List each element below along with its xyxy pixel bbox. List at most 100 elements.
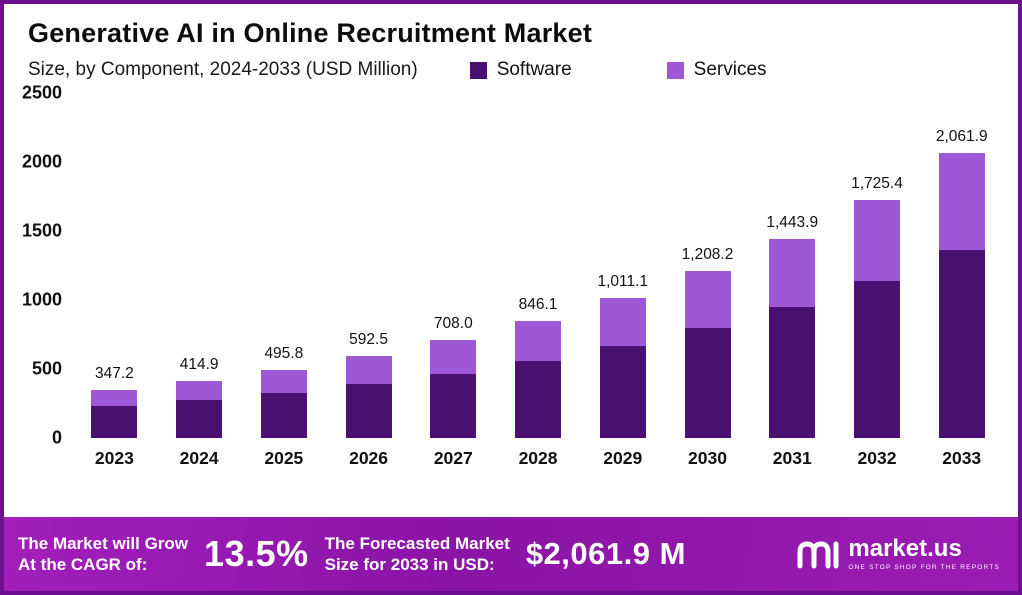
forecast-label: The Forecasted Market Size for 2033 in U…: [325, 533, 510, 576]
bar-group-2028: 846.1 2028: [496, 93, 581, 469]
bar-group-2024: 414.9 2024: [157, 93, 242, 469]
services-bar-segment-2032: [853, 199, 900, 281]
x-axis-label-2026: 2026: [349, 448, 389, 468]
y-axis: 0 500 1000 1500 2000 2500: [14, 83, 72, 448]
market-us-logo-icon: [797, 541, 839, 569]
legend-item-software: Software: [469, 59, 572, 81]
x-axis-label-2031: 2031: [772, 448, 812, 468]
bar-group-2029: 1,011.1 2029: [580, 93, 665, 469]
software-bar-segment-2024: [176, 400, 223, 438]
bar-total-label-2032: 1,725.4: [851, 174, 903, 192]
chart-area: 0 500 1000 1500 2000 2500 347.2 2023 414.9 2024 4…: [4, 81, 1018, 469]
bar-total-label-2033: 2,061.9: [935, 128, 988, 146]
bar-stack-2024: 414.9: [157, 93, 242, 438]
bar-group-2023: 347.2 2023: [72, 93, 157, 469]
x-axis-label-2027: 2027: [433, 448, 473, 468]
bar-group-2030: 1,208.2 2030: [665, 93, 750, 469]
chart-header: Generative AI in Online Recruitment Mark…: [4, 4, 1018, 81]
forecast-value: $2,061.9 M: [525, 536, 686, 571]
chart-subtitle: Size, by Component, 2024-2033 (USD Milli…: [28, 59, 418, 80]
bar-stack-2025: 495.8: [241, 93, 326, 438]
bar-stack-2031: 1,443.9: [750, 93, 835, 438]
bar-total-label-2028: 846.1: [518, 296, 558, 314]
bar-total-label-2025: 495.8: [264, 344, 304, 362]
bar-stack-2026: 592.5: [326, 93, 411, 438]
services-bar-segment-2028: [515, 321, 562, 361]
y-axis-tick-2000: 2000: [21, 151, 62, 172]
cagr-label-line1: The Market will Grow: [18, 533, 189, 553]
y-axis-tick-1500: 1500: [21, 220, 62, 241]
bar-stack-2027: 708.0: [411, 93, 496, 438]
x-axis-label-2028: 2028: [518, 448, 558, 468]
bar-group-2031: 1,443.9 2031: [750, 93, 835, 469]
chart-legend: Software Services: [469, 59, 767, 81]
software-bar-segment-2032: [853, 280, 900, 438]
services-bar-segment-2029: [599, 298, 646, 346]
bar-group-2033: 2,061.9 2033: [919, 93, 1004, 469]
brand-logo: market.us ONE STOP SHOP FOR THE REPORTS: [796, 537, 1004, 571]
bar-stack-2032: 1,725.4: [835, 93, 920, 438]
legend-label: Software: [496, 59, 572, 80]
forecast-label-line2: Size for 2033 in USD:: [324, 555, 495, 574]
cagr-label: The Market will Grow At the CAGR of:: [18, 533, 188, 576]
bar-total-label-2029: 1,011.1: [597, 273, 649, 291]
brand-text-block: market.us ONE STOP SHOP FOR THE REPORTS: [848, 535, 1000, 572]
y-axis-tick-500: 500: [31, 358, 62, 379]
bar-total-label-2024: 414.9: [179, 355, 219, 373]
page-title: Generative AI in Online Recruitment Mark…: [28, 18, 593, 48]
brand-tagline: ONE STOP SHOP FOR THE REPORTS: [848, 564, 1000, 571]
bar-total-label-2031: 1,443.9: [766, 213, 819, 231]
bar-group-2026: 592.5 2026: [326, 93, 411, 469]
bar-total-label-2023: 347.2: [94, 365, 134, 383]
bar-total-label-2027: 708.0: [433, 315, 473, 333]
software-bar-segment-2031: [769, 306, 816, 438]
bar-stack-2029: 1,011.1: [580, 93, 665, 438]
bar-group-2027: 708.0 2027: [411, 93, 496, 469]
software-bar-segment-2023: [91, 406, 138, 438]
cagr-label-line2: At the CAGR of:: [18, 555, 148, 574]
legend-item-services: Services: [666, 59, 767, 81]
y-axis-tick-0: 0: [51, 427, 62, 448]
bar-group-2025: 495.8 2025: [241, 93, 326, 469]
bar-total-label-2026: 592.5: [349, 331, 388, 349]
software-bar-segment-2027: [430, 373, 477, 438]
y-axis-tick-2500: 2500: [21, 82, 62, 103]
y-axis-tick-1000: 1000: [21, 289, 62, 310]
services-bar-segment-2026: [345, 356, 392, 385]
bar-stack-2028: 846.1: [496, 93, 581, 438]
software-bar-segment-2026: [345, 384, 392, 438]
software-bar-segment-2029: [599, 345, 646, 438]
services-bar-segment-2033: [938, 153, 985, 251]
brand-name: market.us: [848, 535, 962, 562]
services-bar-segment-2030: [684, 271, 731, 328]
bar-stack-2033: 2,061.9: [919, 93, 1004, 438]
services-bar-segment-2025: [260, 369, 307, 393]
subtitle-row: Size, by Component, 2024-2033 (USD Milli…: [28, 59, 992, 81]
x-axis-label-2025: 2025: [264, 448, 304, 468]
x-axis-label-2032: 2032: [857, 448, 897, 468]
bar-total-label-2030: 1,208.2: [681, 246, 734, 264]
software-bar-segment-2025: [260, 392, 307, 438]
forecast-label-line1: The Forecasted Market: [324, 533, 510, 553]
software-bar-segment-2033: [938, 250, 985, 438]
legend-label: Services: [693, 59, 767, 80]
bar-stack-2023: 347.2: [72, 93, 157, 438]
x-axis-label-2033: 2033: [942, 448, 982, 468]
services-bar-segment-2023: [91, 390, 138, 407]
services-bar-segment-2024: [176, 380, 223, 401]
software-bar-segment-2028: [515, 360, 562, 438]
bar-group-2032: 1,725.4 2032: [835, 93, 920, 469]
x-axis-label-2023: 2023: [94, 448, 134, 468]
services-bar-segment-2031: [769, 238, 816, 307]
legend-swatch-services: [666, 61, 684, 79]
x-axis-label-2029: 2029: [603, 448, 643, 468]
services-bar-segment-2027: [430, 340, 477, 374]
cagr-value: 13.5%: [204, 533, 309, 574]
bar-stack-2030: 1,208.2: [665, 93, 750, 438]
legend-swatch-software: [469, 61, 487, 79]
footer-banner: The Market will Grow At the CAGR of: 13.…: [4, 517, 1018, 591]
plot-area: 347.2 2023 414.9 2024 495.8 2025 592.5 2026 708.…: [72, 93, 1004, 469]
x-axis-label-2024: 2024: [179, 448, 219, 468]
software-bar-segment-2030: [684, 327, 731, 438]
x-axis-label-2030: 2030: [688, 448, 727, 468]
